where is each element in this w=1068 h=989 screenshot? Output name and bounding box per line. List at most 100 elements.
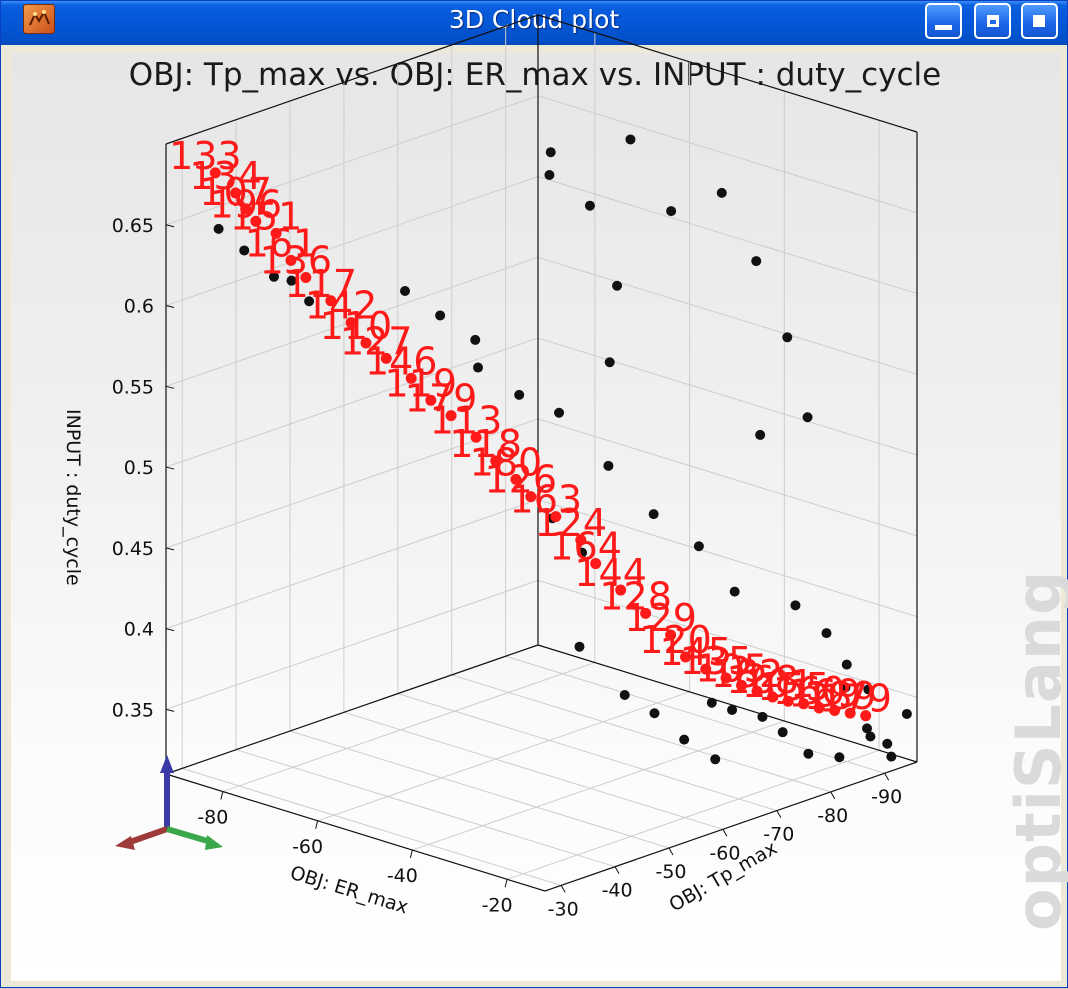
- z-tick-label: 0.6: [124, 296, 154, 318]
- data-point: [840, 682, 851, 693]
- data-point-highlighted: [445, 410, 457, 422]
- z-axis-label: INPUT : duty_cycle: [62, 409, 84, 586]
- data-point-highlighted: [798, 698, 810, 710]
- data-point-highlighted: [270, 227, 282, 239]
- data-point: [821, 628, 832, 639]
- z-tick: [165, 466, 175, 470]
- maximize-button[interactable]: [974, 3, 1011, 39]
- grid-line: [505, 655, 885, 774]
- data-point: [782, 332, 793, 343]
- x-tick-label: -60: [292, 836, 323, 858]
- point-label: 160: [773, 669, 846, 713]
- box-edge: [544, 761, 918, 892]
- box-edge: [165, 644, 539, 775]
- data-point: [400, 285, 411, 296]
- plot-area[interactable]: [11, 53, 1061, 981]
- data-point-highlighted: [405, 372, 417, 384]
- data-point-highlighted: [829, 705, 841, 717]
- z-tick: [165, 305, 175, 309]
- restore-button[interactable]: [1021, 3, 1058, 39]
- z-tick: [165, 708, 175, 712]
- data-point: [514, 389, 525, 400]
- data-point-highlighted: [844, 707, 856, 719]
- data-point: [901, 708, 912, 719]
- point-labels: 1331341071961511611361171421101271461191…: [169, 134, 892, 721]
- app-icon[interactable]: [23, 4, 55, 34]
- y-tick: [830, 791, 836, 800]
- data-point-highlighted: [325, 295, 337, 307]
- point-label: 135: [680, 639, 753, 683]
- point-label: 126: [485, 458, 558, 502]
- plot-grid: [165, 26, 918, 886]
- z-tick-label: 0.55: [112, 376, 154, 398]
- x-tick-label: -40: [387, 865, 418, 887]
- data-point-highlighted: [425, 394, 437, 406]
- data-point-highlighted: [590, 558, 602, 570]
- grid-line: [537, 579, 918, 698]
- grid-line: [165, 499, 539, 630]
- point-label: 120: [639, 618, 712, 662]
- point-label: 128: [599, 574, 672, 618]
- data-point: [777, 727, 788, 738]
- data-point-highlighted: [751, 685, 763, 697]
- data-point-highlighted: [470, 431, 482, 443]
- data-point: [693, 541, 704, 552]
- tick-labels: 0.35 0.4 0.45 0.5 0.55 0.6 0.65 -80 -60 -40 -20 -30…: [112, 215, 902, 921]
- point-label: 113: [430, 398, 503, 442]
- point-label: 144: [574, 551, 647, 595]
- data-point-highlighted: [813, 702, 825, 714]
- point-label: 151: [230, 194, 303, 238]
- grid-line: [506, 749, 880, 880]
- grid-line: [182, 767, 562, 886]
- point-label: 107: [199, 170, 272, 214]
- data-point-highlighted: [285, 254, 297, 266]
- data-point: [882, 738, 893, 749]
- data-point: [470, 334, 481, 345]
- title-bar[interactable]: 3D Cloud plot: [1, 1, 1067, 45]
- data-point-highlighted: [680, 651, 692, 663]
- y-tick-label: -90: [871, 786, 902, 808]
- y-tick-label: -80: [817, 805, 848, 827]
- data-point: [729, 586, 740, 597]
- point-label: 155: [757, 665, 830, 709]
- y-tick-label: -50: [655, 861, 686, 883]
- grid-line: [235, 749, 616, 868]
- y-tick: [614, 866, 620, 874]
- data-point-highlighted: [250, 215, 262, 227]
- point-label: 182: [711, 652, 784, 696]
- data-point-highlighted: [665, 629, 677, 641]
- y-tick: [560, 885, 566, 893]
- data-point: [612, 280, 623, 291]
- data-point: [619, 690, 630, 701]
- point-label: 169: [788, 672, 861, 716]
- data-point: [544, 170, 555, 181]
- z-tick-label: 0.35: [112, 699, 154, 721]
- data-point-highlighted: [209, 167, 221, 179]
- grid-line: [165, 579, 539, 710]
- x-tick: [504, 879, 508, 888]
- plot-box: [165, 14, 918, 892]
- grid-line: [317, 691, 690, 822]
- point-label: 124: [535, 501, 608, 545]
- minimize-button[interactable]: [925, 3, 962, 39]
- data-point: [790, 600, 801, 611]
- data-point: [666, 206, 677, 217]
- point-label: 133: [169, 134, 242, 178]
- data-point: [751, 256, 762, 267]
- data-point: [577, 547, 588, 558]
- point-label: 142: [305, 284, 378, 328]
- data-point: [727, 704, 738, 715]
- z-tick-label: 0.4: [124, 619, 154, 641]
- data-point-highlighted: [380, 352, 392, 364]
- box-edge: [165, 773, 546, 892]
- data-point-highlighted: [736, 679, 748, 691]
- point-label: 146: [365, 339, 438, 383]
- data-point: [473, 362, 484, 373]
- y-tick: [884, 772, 890, 781]
- box-edge: [165, 14, 539, 145]
- data-point-highlighted: [550, 511, 562, 523]
- grid-line: [222, 662, 596, 793]
- data-point: [604, 357, 615, 368]
- data-point: [649, 708, 660, 719]
